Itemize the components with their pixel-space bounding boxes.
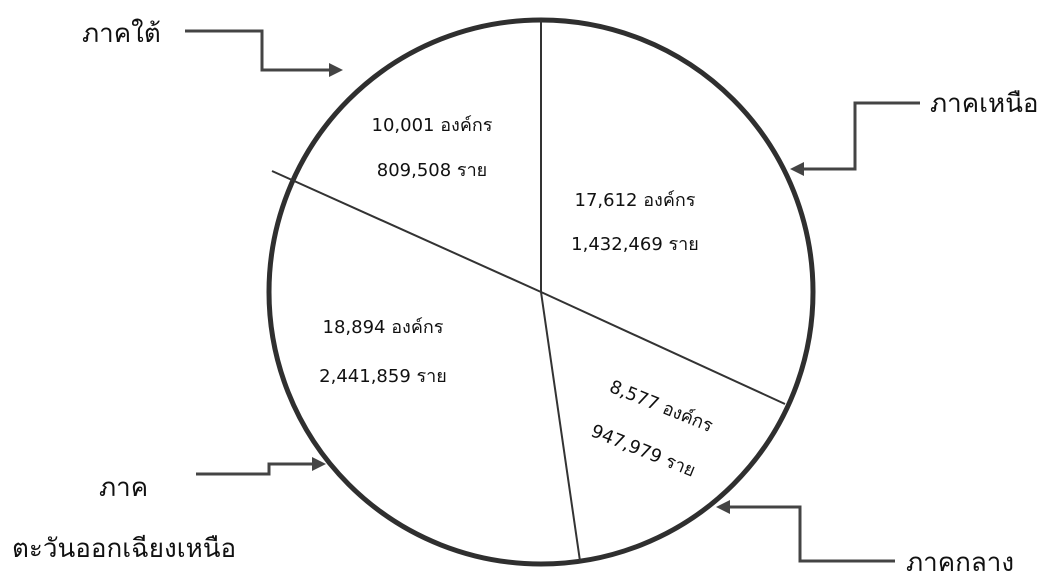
callout-central-arrowhead	[716, 500, 730, 514]
slice-south-members-label: 809,508 ราย	[377, 160, 487, 181]
region-label-central: ภาคกลาง	[906, 548, 1014, 575]
callout-north-line	[795, 101, 920, 171]
divider-north-central	[540, 291, 786, 405]
region-label-northeast-line2: ตะวันออกเฉียงเหนือ	[12, 534, 236, 564]
slice-dividers	[271, 20, 786, 562]
callout-northeast-arrowhead	[312, 457, 326, 471]
callout-south-line	[185, 29, 333, 72]
callout-central-line	[723, 505, 895, 563]
callout-north-arrowhead	[790, 162, 804, 176]
divider-northeast-south	[271, 170, 542, 293]
region-label-northeast-line1: ภาค	[99, 473, 148, 503]
slice-south-organizations-label: 10,001 องค์กร	[372, 115, 493, 136]
slice-north-members-label: 1,432,469 ราย	[571, 234, 699, 255]
region-label-south: ภาคใต้	[82, 19, 161, 49]
slice-northeast-organizations-label: 18,894 องค์กร	[323, 317, 444, 338]
callout-south-arrowhead	[329, 63, 343, 77]
callout-northeast-line	[196, 462, 316, 476]
region-label-north: ภาคเหนือ	[930, 89, 1039, 119]
slice-north-organizations-label: 17,612 องค์กร	[575, 190, 696, 211]
divider-central-northeast	[540, 291, 581, 562]
slice-northeast-members-label: 2,441,859 ราย	[319, 366, 447, 387]
